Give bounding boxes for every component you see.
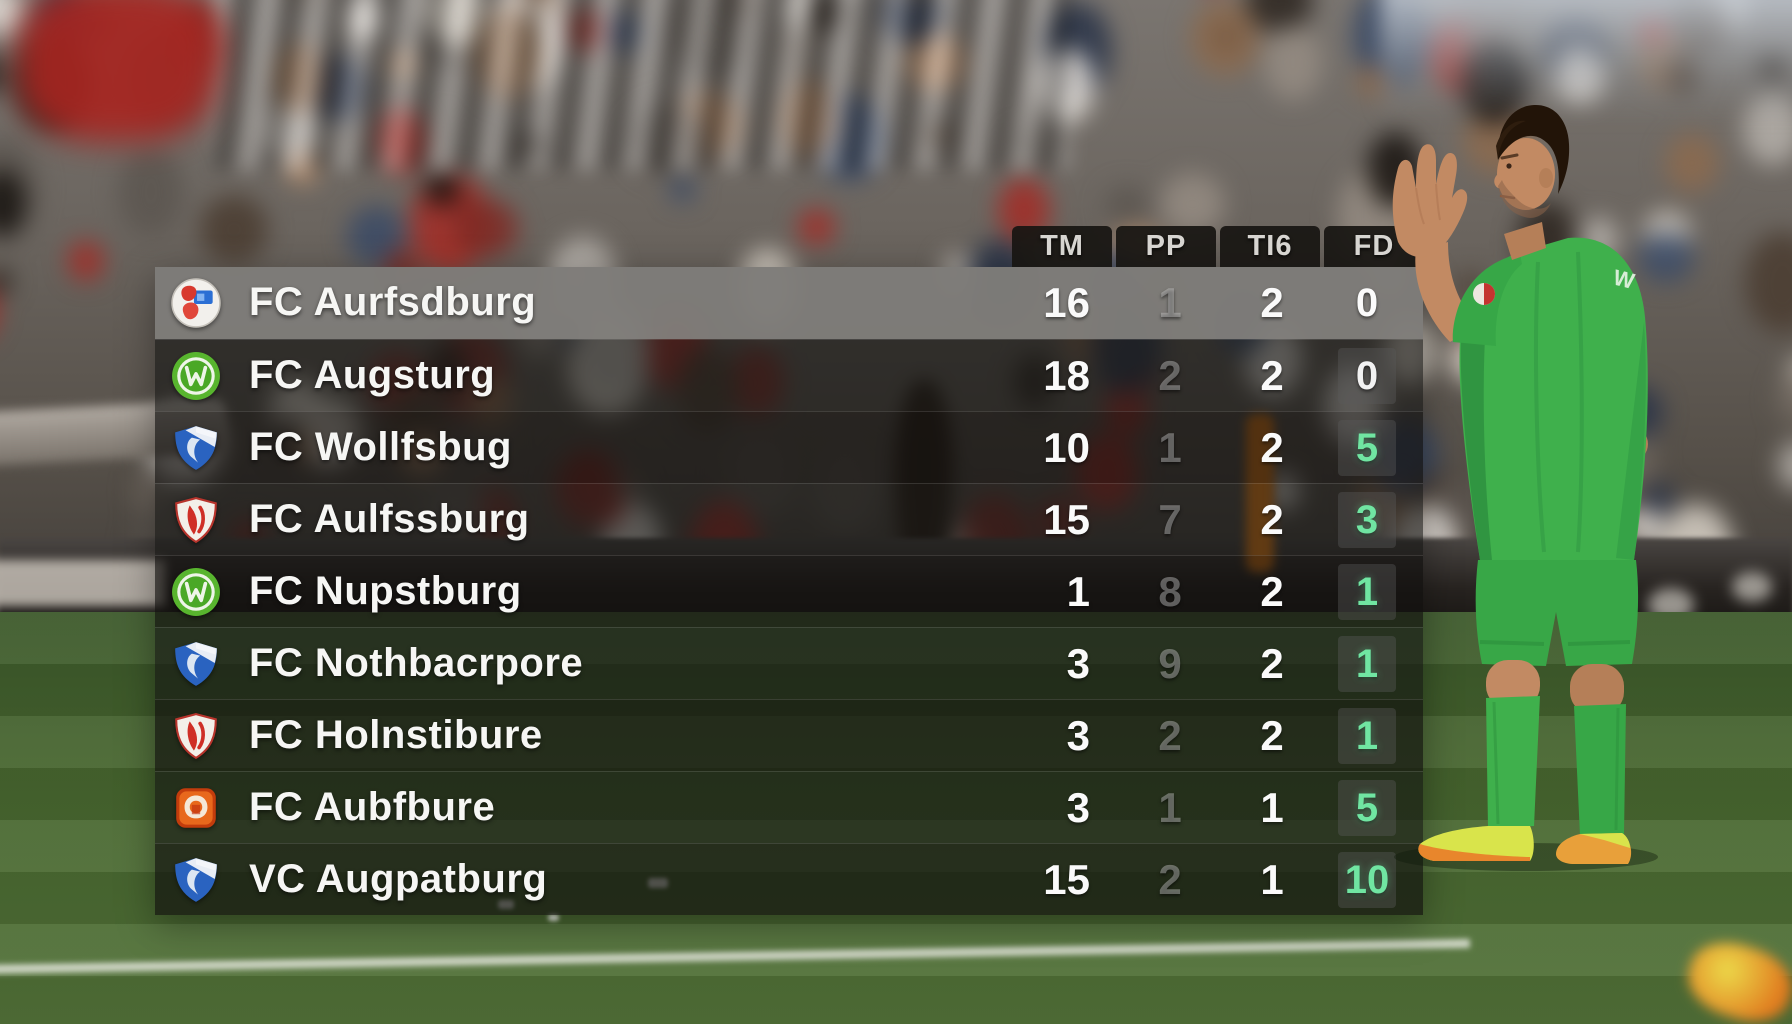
cell-ti-value: 2 [1260, 568, 1284, 615]
cell-ti-value: 2 [1260, 352, 1284, 399]
cell-pp-value: 7 [1158, 496, 1182, 543]
cell-pp-value: 8 [1158, 568, 1182, 615]
cell-fd-value: 0 [1338, 348, 1396, 404]
cell-fd-badge: 3 [1309, 484, 1425, 556]
cell-tm-value: 10 [1043, 424, 1090, 471]
team-name: FC Aurfsdburg [249, 280, 537, 324]
column-header-label: TI6 [1247, 230, 1293, 262]
team-crest-red-shield-icon [171, 495, 221, 545]
cell-ti-value: 2 [1260, 640, 1284, 687]
column-header-tab: TM [1012, 226, 1112, 267]
cell-fd-badge: 5 [1309, 772, 1425, 844]
cell-fd-value: 1 [1338, 708, 1396, 764]
team-name: FC Holnstibure [249, 713, 543, 757]
cell-tm-value: 3 [1066, 712, 1090, 759]
table-row: FC Holnstibure 3 2 2 1 [155, 699, 1423, 771]
team-crest-red-shield-icon [171, 711, 221, 761]
team-name: FC Nothbacrpore [249, 641, 584, 685]
pitch-touchline [0, 938, 1470, 975]
table-row: FC Nothbacrpore 3 9 2 1 [155, 627, 1423, 699]
column-header-tab: PP [1116, 226, 1216, 267]
cell-fd-value: 3 [1338, 492, 1396, 548]
column-header-label: TM [1040, 230, 1084, 262]
table-row: FC Wollfsbug 10 1 2 5 [155, 411, 1423, 483]
cell-pp-value: 1 [1158, 784, 1182, 831]
league-table-overlay: TM PP TI6 FD FC Aurfsdburg 16 1 2 0 FC A… [155, 226, 1424, 915]
cell-pp-value: 1 [1158, 424, 1182, 471]
cell-fd-badge: 1 [1309, 556, 1425, 628]
cell-ti-value: 2 [1260, 424, 1284, 471]
team-crest-red-blue-circle-icon [171, 278, 221, 328]
team-name: FC Aulfssburg [249, 497, 530, 541]
team-name: FC Nupstburg [249, 569, 522, 613]
cell-tm-value: 1 [1066, 568, 1090, 615]
cell-tm-value: 18 [1043, 352, 1090, 399]
fan-flags-stripes [210, 0, 1070, 170]
column-header-label: PP [1145, 230, 1187, 262]
cell-pp-value: 2 [1158, 712, 1182, 759]
table-header-row: TM PP TI6 FD [1012, 226, 1424, 267]
table-row: FC Aubfbure 3 1 1 5 [155, 771, 1423, 843]
cell-fd-value: 1 [1338, 564, 1396, 620]
cell-ti-value: 2 [1260, 712, 1284, 759]
cell-fd-value: 5 [1338, 420, 1396, 476]
team-crest-green-circle-icon [171, 351, 221, 401]
cell-tm-value: 15 [1043, 496, 1090, 543]
cell-pp-value: 1 [1158, 279, 1182, 326]
cell-ti-value: 2 [1260, 279, 1284, 326]
table-row: FC Augsturg 18 2 2 0 [155, 339, 1423, 411]
column-header-tab: TI6 [1220, 226, 1320, 267]
cell-fd-badge: 0 [1309, 267, 1425, 339]
cell-fd-badge: 0 [1309, 340, 1425, 412]
cell-pp-value: 2 [1158, 856, 1182, 903]
cell-pp-value: 2 [1158, 352, 1182, 399]
red-banner [18, 0, 218, 142]
cell-fd-value: 0 [1355, 281, 1379, 325]
cell-fd-badge: 10 [1309, 844, 1425, 916]
team-name: FC Wollfsbug [249, 425, 512, 469]
cell-fd-badge: 1 [1309, 700, 1425, 772]
photographer-blob [1732, 572, 1772, 602]
cell-tm-value: 16 [1043, 279, 1090, 326]
team-name: FC Aubfbure [249, 785, 496, 829]
cell-tm-value: 3 [1066, 784, 1090, 831]
cell-ti-value: 1 [1260, 856, 1284, 903]
team-crest-orange-crest-icon [171, 783, 221, 833]
cell-fd-badge: 1 [1309, 628, 1425, 700]
cell-tm-value: 3 [1066, 640, 1090, 687]
team-name: VC Augpatburg [249, 857, 548, 901]
goalkeeper-player: W [1392, 104, 1658, 871]
cell-pp-value: 9 [1158, 640, 1182, 687]
cell-tm-value: 15 [1043, 856, 1090, 903]
team-crest-green-circle-icon [171, 567, 221, 617]
team-crest-blue-shield-icon [171, 855, 221, 905]
cell-fd-badge: 5 [1309, 412, 1425, 484]
table-row: FC Aulfssburg 15 7 2 3 [155, 483, 1423, 555]
table-row: VC Augpatburg 15 2 1 10 [155, 843, 1423, 915]
table-row: FC Aurfsdburg 16 1 2 0 [155, 267, 1423, 339]
cell-fd-value: 5 [1338, 780, 1396, 836]
pitch-marking [548, 914, 559, 921]
team-crest-blue-shield-icon [171, 639, 221, 689]
table-body: FC Aurfsdburg 16 1 2 0 FC Augsturg 18 2 … [155, 267, 1423, 915]
team-crest-blue-shield-icon [171, 423, 221, 473]
cell-ti-value: 1 [1260, 784, 1284, 831]
team-name: FC Augsturg [249, 353, 496, 397]
cell-fd-value: 1 [1338, 636, 1396, 692]
column-header-label: FD [1353, 230, 1395, 262]
cell-ti-value: 2 [1260, 496, 1284, 543]
stadium-roof-edge [1380, 0, 1792, 120]
cell-fd-value: 10 [1338, 852, 1396, 908]
table-row: FC Nupstburg 1 8 2 1 [155, 555, 1423, 627]
led-ad-board [0, 560, 165, 606]
